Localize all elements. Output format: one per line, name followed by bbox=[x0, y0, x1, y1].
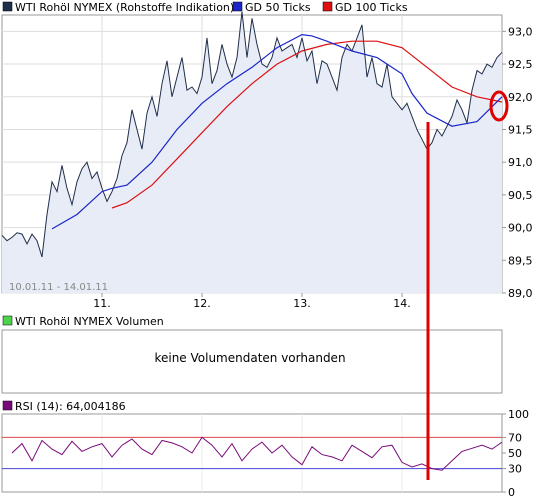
price-y-tick-label: 91,5 bbox=[508, 123, 533, 136]
volume-legend-label: WTI Rohöl NYMEX Volumen bbox=[15, 315, 164, 328]
legend-price-swatch bbox=[2, 1, 13, 12]
volume-legend-swatch bbox=[2, 315, 13, 326]
gd50-line bbox=[51, 33, 503, 230]
price-line bbox=[1, 11, 503, 258]
legend-gd50-swatch bbox=[232, 1, 243, 12]
rsi-y-tick-label: 0 bbox=[508, 486, 515, 499]
price-y-tick-label: 92,0 bbox=[508, 91, 533, 104]
price-y-tick-label: 92,5 bbox=[508, 58, 533, 71]
date-range-label: 10.01.11 - 14.01.11 bbox=[9, 282, 108, 293]
rsi-grid bbox=[101, 414, 403, 492]
legend-gd100: GD 100 Ticks bbox=[322, 1, 408, 14]
rsi-y-tick-label: 70 bbox=[508, 431, 522, 444]
volume-message: keine Volumendaten vorhanden bbox=[154, 351, 345, 365]
legend-price: WTI Rohöl NYMEX (Rohstoffe Indikation) bbox=[2, 1, 234, 14]
price-area bbox=[2, 11, 502, 293]
price-y-tick-label: 89,5 bbox=[508, 254, 533, 267]
rsi-y-tick-label: 30 bbox=[508, 463, 522, 476]
price-y-tick-label: 89,0 bbox=[508, 287, 533, 300]
price-y-tick-label: 93,0 bbox=[508, 25, 533, 38]
legend-price-label: WTI Rohöl NYMEX (Rohstoffe Indikation) bbox=[15, 1, 234, 14]
gd100-line bbox=[111, 40, 503, 209]
rsi-y-axis: 100 70 50 30 0 bbox=[502, 408, 529, 499]
price-x-tick-label: 11. bbox=[93, 297, 111, 310]
price-y-tick-label: 91,0 bbox=[508, 156, 533, 169]
price-x-tick-label: 14. bbox=[393, 297, 411, 310]
rsi-panel-frame bbox=[1, 413, 503, 493]
price-y-tick-label: 90,5 bbox=[508, 189, 533, 202]
annotation bbox=[426, 90, 509, 480]
legend-gd100-label: GD 100 Ticks bbox=[335, 1, 408, 14]
legend-gd50-label: GD 50 Ticks bbox=[245, 1, 311, 14]
price-x-tick-label: 12. bbox=[193, 297, 211, 310]
price-x-tick-label: 13. bbox=[293, 297, 311, 310]
price-x-axis: 11. 12. 13. 14. bbox=[93, 293, 411, 310]
volume-panel-frame bbox=[1, 329, 503, 394]
rsi-y-tick-label: 50 bbox=[508, 447, 522, 460]
rsi-legend-swatch bbox=[2, 400, 13, 411]
rsi-y-tick-label: 100 bbox=[508, 408, 529, 421]
annotation-circle bbox=[489, 90, 509, 122]
price-y-tick-label: 90,0 bbox=[508, 222, 533, 235]
rsi-line bbox=[11, 436, 503, 471]
rsi-legend-label: RSI (14): 64,004186 bbox=[15, 400, 126, 413]
price-y-axis: 93,0 92,5 92,0 91,5 91,0 90,5 90,0 89,5 89,0 bbox=[502, 25, 533, 300]
legend-gd50: GD 50 Ticks bbox=[232, 1, 311, 14]
legend-gd100-swatch bbox=[322, 1, 333, 12]
